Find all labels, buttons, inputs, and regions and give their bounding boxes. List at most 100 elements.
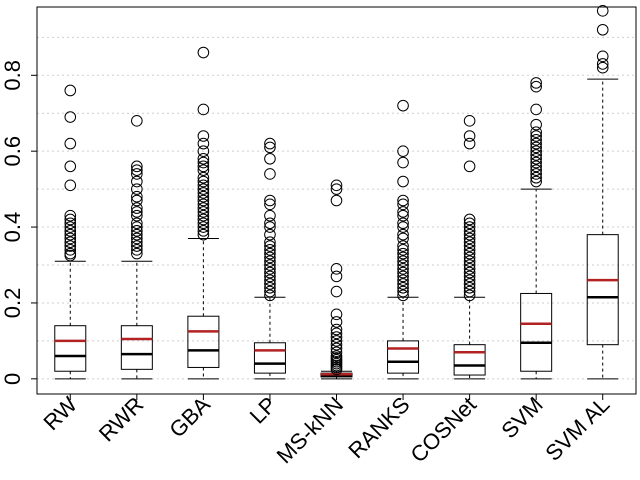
outlier-point xyxy=(64,209,77,222)
outlier-point xyxy=(197,46,210,59)
outlier-point xyxy=(463,270,476,283)
box-group xyxy=(54,84,87,380)
outlier-point xyxy=(264,289,276,302)
outlier-point xyxy=(397,99,409,112)
outlier-point xyxy=(330,335,343,347)
outlier-point xyxy=(131,164,143,176)
outlier-point xyxy=(64,213,77,226)
outlier-point xyxy=(264,228,276,241)
outlier-point xyxy=(530,118,542,131)
box-group xyxy=(120,115,153,380)
outlier-point xyxy=(264,152,276,165)
outlier-point xyxy=(397,274,409,286)
x-category-label: GBA xyxy=(164,392,215,443)
outlier-point xyxy=(197,152,210,165)
outlier-point xyxy=(463,255,476,268)
outlier-point xyxy=(596,58,609,70)
outlier-point xyxy=(330,338,343,351)
box-group xyxy=(320,179,353,380)
outlier-point xyxy=(264,278,276,290)
outlier-point xyxy=(131,217,143,230)
x-category-label: LP xyxy=(245,392,282,429)
outlier-point xyxy=(330,270,343,283)
iqr-box xyxy=(586,234,619,346)
outlier-point xyxy=(330,331,343,343)
outlier-point xyxy=(64,236,77,249)
y-tick-label: 0.4 xyxy=(0,212,25,243)
outlier-point xyxy=(530,152,542,165)
outlier-point xyxy=(264,251,276,264)
outlier-point xyxy=(330,262,343,275)
outlier-point xyxy=(264,240,276,252)
box-group xyxy=(387,99,420,380)
outlier-point xyxy=(330,323,343,336)
outlier-point xyxy=(463,115,476,127)
outlier-point xyxy=(463,247,476,260)
outlier-point xyxy=(264,194,276,207)
outlier-point xyxy=(197,145,210,157)
outlier-point xyxy=(530,80,542,93)
outlier-point xyxy=(530,133,542,146)
outlier-point xyxy=(131,221,143,233)
outlier-point xyxy=(264,209,276,222)
outlier-point xyxy=(463,221,476,233)
outlier-point xyxy=(197,183,210,195)
outlier-point xyxy=(530,168,542,180)
outlier-point xyxy=(197,198,210,211)
outlier-point xyxy=(197,175,210,188)
outlier-point xyxy=(264,137,276,150)
outlier-point xyxy=(197,194,210,207)
outlier-point xyxy=(463,160,476,173)
outlier-point xyxy=(197,130,210,142)
outlier-point xyxy=(64,244,77,256)
outlier-point xyxy=(530,77,542,89)
box-group xyxy=(586,4,619,380)
outlier-point xyxy=(397,255,409,268)
outlier-point xyxy=(131,232,143,245)
outlier-point xyxy=(131,228,143,241)
outlier-point xyxy=(397,198,409,211)
outlier-point xyxy=(530,171,542,184)
outlier-point xyxy=(397,206,409,218)
outlier-point xyxy=(131,236,143,249)
outlier-point xyxy=(463,217,476,230)
iqr-box xyxy=(187,315,220,368)
iqr-box xyxy=(253,342,286,374)
outlier-point xyxy=(397,270,409,283)
box-series xyxy=(54,4,619,380)
outlier-point xyxy=(397,247,409,260)
outlier-point xyxy=(264,262,276,275)
y-axis: 0 0.2 0.4 0.6 0.8 xyxy=(0,60,37,385)
outlier-point xyxy=(197,221,210,233)
x-category-label: MS-kNN xyxy=(272,392,348,468)
y-tick-label: 0.6 xyxy=(0,136,25,167)
outlier-point xyxy=(530,137,542,150)
y-tick-label: 0.8 xyxy=(0,60,25,91)
outlier-point xyxy=(197,209,210,222)
outlier-point xyxy=(463,278,476,290)
outlier-point xyxy=(131,240,143,252)
outlier-point xyxy=(397,251,409,264)
outlier-point xyxy=(197,156,210,169)
box-group xyxy=(453,115,486,380)
outlier-point xyxy=(64,225,77,237)
outlier-point xyxy=(64,160,77,173)
x-category-label: SVM xyxy=(496,392,547,443)
y-tick-label: 0 xyxy=(0,373,25,385)
outlier-point xyxy=(64,221,77,233)
outlier-point xyxy=(131,183,143,195)
outlier-point xyxy=(64,232,77,245)
outlier-point xyxy=(197,103,210,116)
outlier-point xyxy=(330,346,343,359)
outlier-point xyxy=(530,160,542,173)
outlier-point xyxy=(197,225,210,237)
outlier-point xyxy=(264,198,276,211)
outlier-point xyxy=(463,225,476,237)
box-group xyxy=(520,77,553,380)
outlier-point xyxy=(463,285,476,298)
outlier-point xyxy=(397,262,409,275)
iqr-box xyxy=(387,340,420,374)
outlier-point xyxy=(264,217,276,230)
box-group xyxy=(253,137,286,380)
outlier-point xyxy=(397,240,409,252)
